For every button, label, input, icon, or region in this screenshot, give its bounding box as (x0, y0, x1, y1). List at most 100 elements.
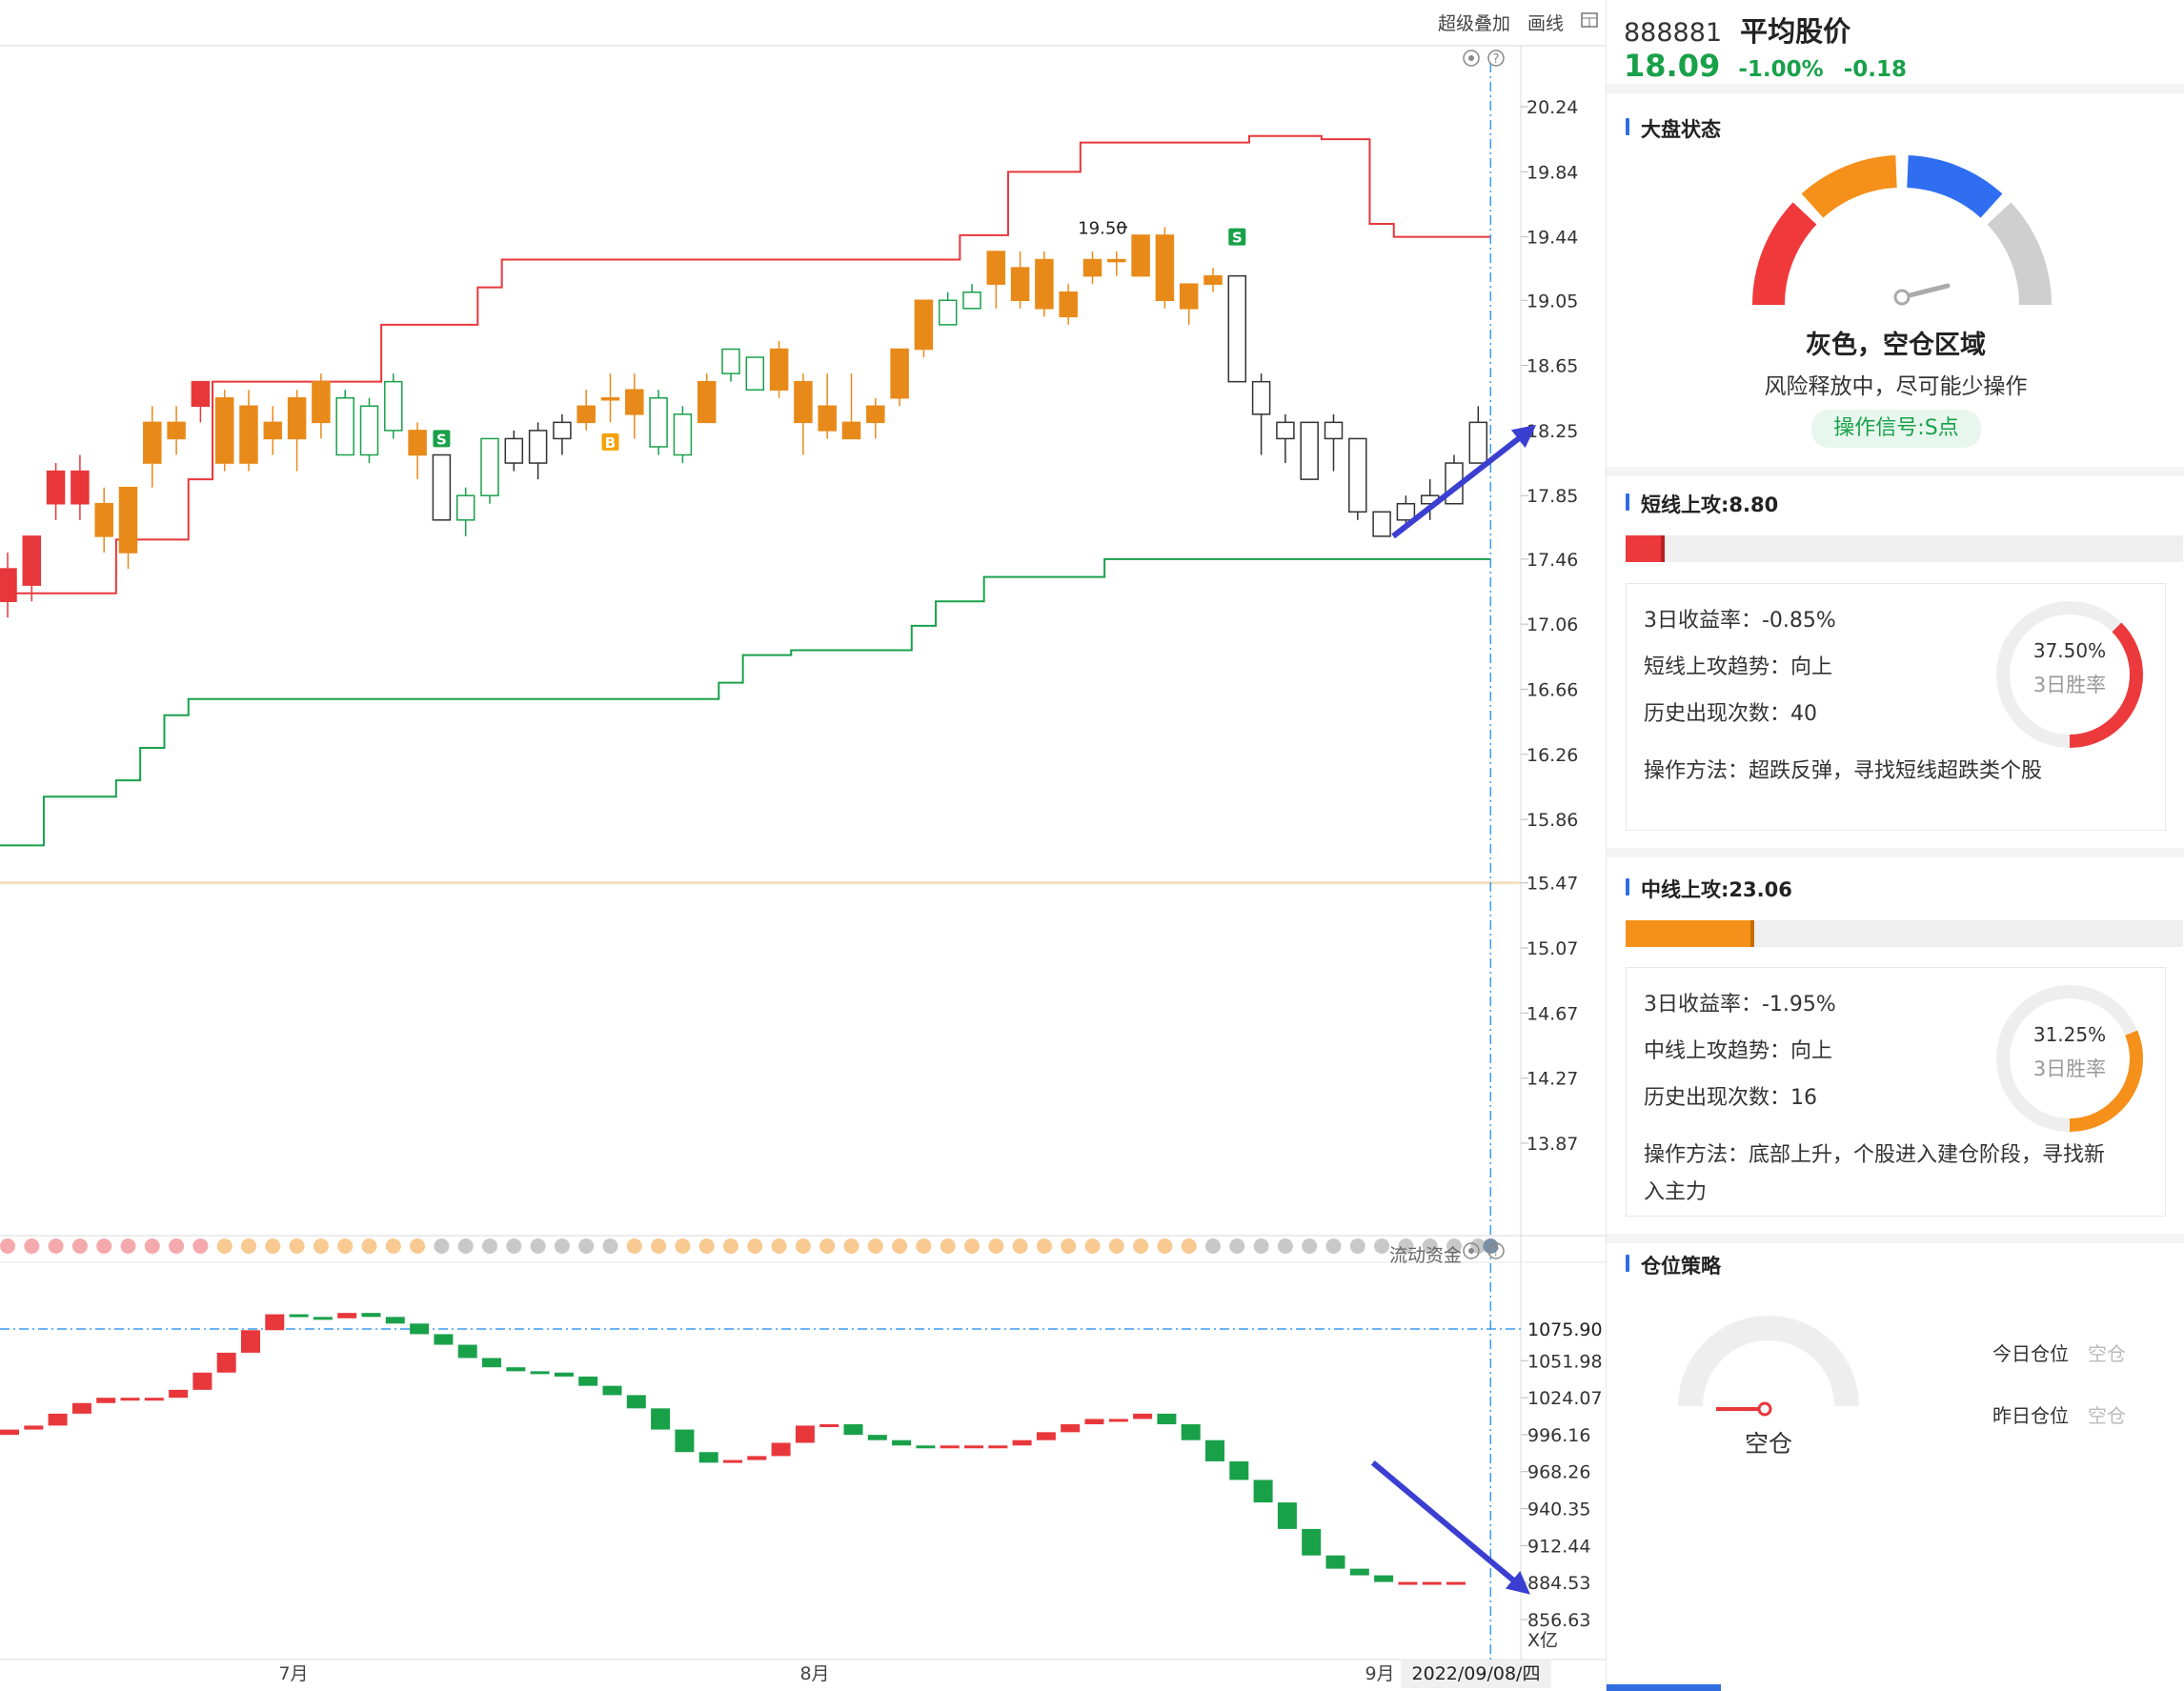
liquidity-bar (1302, 1528, 1322, 1556)
divider (1607, 848, 2184, 857)
candle-body (191, 380, 211, 408)
status-dot (892, 1238, 908, 1254)
mid-trend: 中线上攻趋势：向上 (1644, 1039, 1833, 1063)
candle-body (721, 348, 740, 374)
status-dot (1349, 1238, 1365, 1254)
uptrend-arrow (1391, 424, 1537, 539)
y-tick-label: 18.25 (1527, 421, 1578, 442)
status-dot (144, 1238, 160, 1254)
status-dot (1398, 1238, 1414, 1254)
liquidity-bar (169, 1389, 189, 1399)
candle-body (1131, 234, 1150, 277)
y-tick-label: 19.05 (1527, 291, 1578, 312)
sub-y-tick-label: 1024.07 (1527, 1388, 1603, 1409)
sub-y-tick-label: 940.35 (1527, 1500, 1590, 1520)
settings-icon[interactable] (1461, 1240, 1482, 1265)
liquidity-bar (337, 1313, 357, 1319)
grid-icon[interactable] (1581, 11, 1598, 32)
candle-body (432, 453, 452, 521)
short-progress-fill (1626, 535, 1665, 562)
candle-body (1251, 380, 1271, 415)
liquidity-bar (1108, 1419, 1128, 1422)
liquidity-bar (265, 1314, 285, 1331)
change-percent: -1.00% (1738, 57, 1824, 82)
liquidity-bar (530, 1371, 550, 1375)
ring-progress (1996, 985, 2143, 1132)
candle-body (1468, 421, 1488, 464)
candle-body (46, 470, 66, 505)
status-dot (1470, 1238, 1486, 1254)
signal-badge: 操作信号:S点 (1811, 410, 1981, 448)
svg-text:?: ? (1493, 52, 1500, 67)
liquidity-bar (578, 1376, 598, 1386)
stock-name: 平均股价 (1740, 15, 1851, 48)
short-attack-title: 短线上攻:8.80 (1624, 490, 1778, 518)
y-tick-label: 19.44 (1527, 228, 1578, 249)
liquidity-bar (964, 1445, 983, 1449)
status-dot (988, 1238, 1004, 1254)
sub-unit-label: X亿 (1527, 1630, 1558, 1651)
short-count: 历史出现次数：40 (1644, 702, 1817, 726)
liquidity-bar (675, 1429, 695, 1453)
liquidity-bar (1325, 1555, 1345, 1569)
stock-price: 18.09 (1624, 48, 1721, 84)
draw-line-button[interactable]: 画线 (1527, 12, 1564, 34)
status-dot (723, 1238, 738, 1254)
sub-y-tick-label: 1051.98 (1527, 1351, 1603, 1372)
main-settings-icon[interactable] (1461, 48, 1482, 72)
candle-body (287, 396, 307, 440)
overlay-button[interactable]: 超级叠加 (1437, 12, 1510, 34)
short-winrate-value: 37.50% (2032, 639, 2107, 662)
candle-body (455, 494, 475, 521)
candle-body (118, 486, 138, 554)
candle-body (600, 396, 620, 401)
help-icon[interactable]: ? (1486, 1240, 1507, 1265)
liquidity-bar (71, 1402, 91, 1414)
liquidity-bar (1349, 1568, 1369, 1576)
high-price-annotation: 19.50 (1078, 218, 1127, 238)
svg-text:?: ? (1493, 1245, 1500, 1259)
position-title: 仓位策略 (1624, 1251, 1721, 1279)
mid-count: 历史出现次数：16 (1644, 1086, 1817, 1110)
kline-chart[interactable]: 20.24 19.84 19.44 19.05 18.65 18.25 17.85 17.46… (0, 0, 1606, 1691)
y-tick-label: 20.24 (1527, 97, 1578, 118)
y-tick-label: 13.87 (1527, 1134, 1578, 1155)
candle-body (214, 396, 234, 464)
chart-area[interactable]: 20.24 19.84 19.44 19.05 18.65 18.25 17.85 17.46… (0, 0, 1606, 1691)
short-progress-bar (1626, 535, 2183, 562)
status-dot (867, 1238, 883, 1254)
mid-progress-fill (1626, 920, 1754, 947)
status-dot (1302, 1238, 1318, 1254)
candle-body (1300, 421, 1319, 480)
liquidity-bar (698, 1452, 718, 1463)
mid-progress-bar (1626, 920, 2183, 947)
candle-body (1396, 503, 1416, 521)
mid-winrate-label: 3日胜率 (2032, 1057, 2107, 1080)
candle-body (1010, 267, 1030, 302)
liquidity-bar (916, 1445, 936, 1449)
market-state-text: 灰色，空仓区域 (1806, 331, 1986, 360)
yesterday-position-value: 空仓 (2088, 1404, 2126, 1427)
liquidity-bar (313, 1317, 333, 1320)
candle-body (625, 389, 644, 415)
status-dot (675, 1238, 691, 1254)
status-dot (457, 1238, 474, 1254)
market-desc: 风险释放中，尽可能少操作 (1764, 374, 2028, 399)
sell-signal-marker: S (1232, 230, 1243, 247)
status-dot (410, 1238, 426, 1254)
status-dot (0, 1238, 15, 1254)
stock-header: 888881 平均股价 (1624, 10, 1850, 50)
candle-body (94, 503, 113, 537)
y-tick-label: 15.07 (1527, 938, 1578, 959)
status-dot (1277, 1238, 1293, 1254)
liquidity-bar (1036, 1432, 1056, 1440)
liquidity-bar (48, 1413, 68, 1426)
main-help-icon[interactable]: ? (1486, 48, 1507, 72)
candle-body (1107, 258, 1126, 263)
y-tick-label: 19.84 (1527, 162, 1578, 183)
sub-y-tick-label: 884.53 (1527, 1573, 1590, 1594)
status-dot (747, 1238, 763, 1254)
divider (1607, 467, 2184, 476)
liquidity-bar (361, 1313, 381, 1318)
buy-signal-marker-bg (601, 433, 619, 451)
